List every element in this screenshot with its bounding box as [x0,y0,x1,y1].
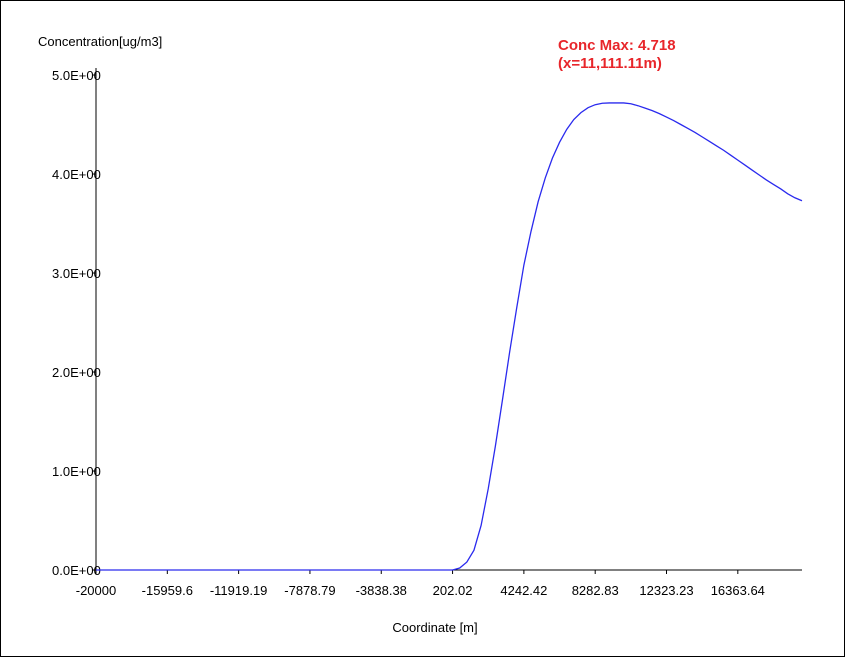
y-tick-label: 4.0E+00 [52,167,101,182]
x-tick-label: -7878.79 [284,583,335,598]
x-tick-label: -15959.6 [142,583,193,598]
y-tick-label: 0.0E+00 [52,563,101,578]
x-tick-label: -3838.38 [356,583,407,598]
x-tick-label: 16363.64 [711,583,765,598]
y-axis-title: Concentration[ug/m3] [38,34,162,49]
x-tick-label: 12323.23 [639,583,693,598]
x-tick-label: 4242.42 [500,583,547,598]
x-tick-label: -20000 [76,583,116,598]
x-tick-label: -11919.19 [210,583,268,598]
x-tick-label: 8282.83 [572,583,619,598]
y-tick-label: 3.0E+00 [52,266,101,281]
y-tick-label: 2.0E+00 [52,365,101,380]
conc-max-location-label: (x=11,111.11m) [558,55,662,72]
x-axis-title: Coordinate [m] [392,620,477,635]
conc-max-label: Conc Max: 4.718 [558,37,676,54]
concentration-series-line [96,102,803,571]
x-tick-label: 202.02 [433,583,473,598]
y-tick-label: 5.0E+00 [52,68,101,83]
y-tick-label: 1.0E+00 [52,464,101,479]
